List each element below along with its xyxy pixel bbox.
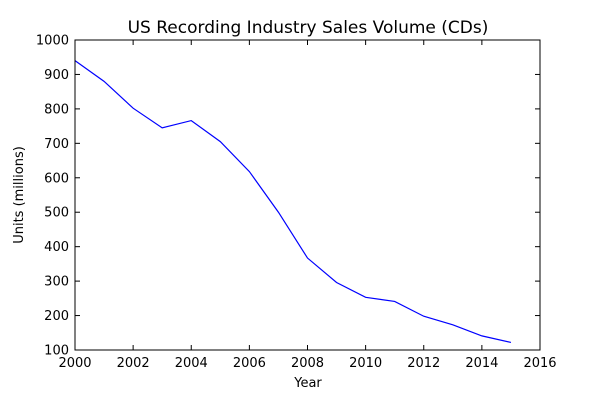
y-tick-label: 1000	[36, 34, 69, 49]
y-axis: 100 200 300 400 500 600 700 800 900 1000	[36, 34, 540, 359]
x-axis-label: Year	[293, 376, 322, 391]
y-tick-label: 100	[44, 344, 69, 359]
plot-frame	[74, 39, 541, 351]
y-tick-label: 400	[44, 240, 69, 255]
chart-title: US Recording Industry Sales Volume (CDs)	[128, 18, 489, 38]
y-tick-label: 700	[44, 137, 69, 152]
x-tick-label: 2014	[465, 356, 498, 371]
series-line-1	[74, 60, 512, 344]
y-tick-label: 300	[44, 275, 69, 290]
x-tick-label: 2016	[523, 356, 556, 371]
y-tick-label: 900	[44, 68, 69, 83]
x-tick-label: 2008	[291, 356, 324, 371]
plot-area: 2000 2002 2004 2006 2008 2010 2012 2014 2016 100…	[36, 34, 557, 372]
y-axis-label: Units (millions)	[12, 146, 27, 244]
x-tick-label: 2010	[349, 356, 382, 371]
y-tick-label: 800	[44, 102, 69, 117]
x-tick-label: 2012	[407, 356, 440, 371]
y-tick-label: 500	[44, 206, 69, 221]
y-tick-label: 600	[44, 171, 69, 186]
x-tick-label: 2004	[175, 356, 208, 371]
x-tick-label: 2000	[58, 356, 91, 371]
x-tick-label: 2002	[117, 356, 150, 371]
series-layer	[74, 60, 512, 344]
x-tick-label: 2006	[233, 356, 266, 371]
y-tick-label: 200	[44, 309, 69, 324]
x-axis: 2000 2002 2004 2006 2008 2010 2012 2014 2016	[58, 40, 557, 371]
